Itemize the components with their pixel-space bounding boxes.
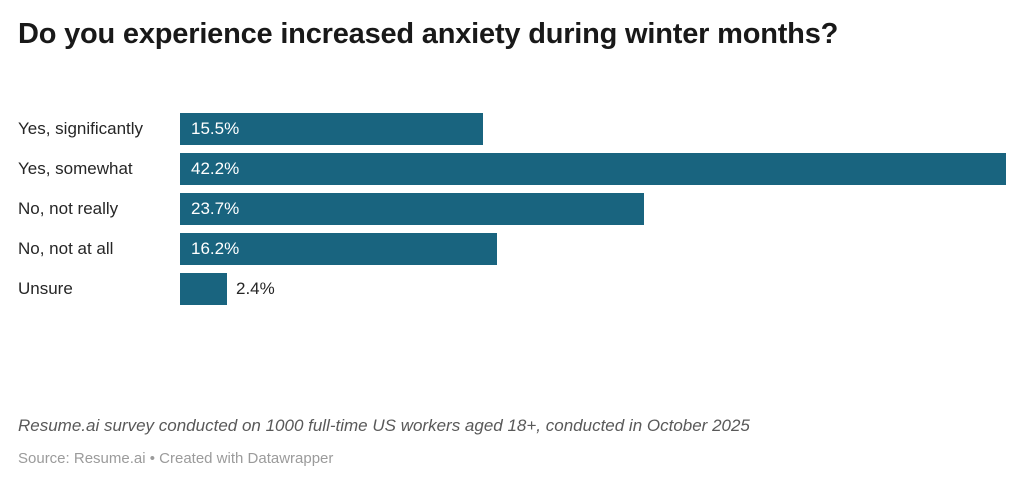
bar-value-label: 15.5% — [191, 119, 240, 138]
category-label: No, not at all — [18, 239, 114, 258]
category-label: Unsure — [18, 279, 73, 298]
bar-track: 16.2% — [180, 233, 1006, 265]
bar-row: No, not really 23.7% — [0, 193, 1024, 225]
bar-track: 15.5% — [180, 113, 1006, 145]
bar-track: 2.4% — [180, 273, 1006, 305]
bar-value-label: 2.4% — [236, 279, 275, 298]
chart-title: Do you experience increased anxiety duri… — [18, 18, 839, 50]
chart-footnote: Resume.ai survey conducted on 1000 full-… — [18, 416, 750, 435]
bar-row: Yes, somewhat 42.2% — [0, 153, 1024, 185]
category-label: Yes, somewhat — [18, 159, 133, 178]
category-label: Yes, significantly — [18, 119, 144, 138]
bar-fill: 15.5% — [180, 113, 483, 145]
bar-row: Unsure 2.4% — [0, 273, 1024, 305]
bar-value-label: 42.2% — [191, 159, 240, 178]
bar-fill: 23.7% — [180, 193, 644, 225]
bar-value-label: 16.2% — [191, 239, 240, 258]
bar-rows: Yes, significantly 15.5% Yes, somewhat 42.2… — [0, 113, 1024, 313]
bar-row: No, not at all 16.2% — [0, 233, 1024, 265]
bar-fill — [180, 273, 227, 305]
chart-source: Source: Resume.ai • Created with Datawra… — [18, 450, 334, 467]
category-label: No, not really — [18, 199, 119, 218]
bar-row: Yes, significantly 15.5% — [0, 113, 1024, 145]
bar-fill: 42.2% — [180, 153, 1006, 185]
bar-track: 23.7% — [180, 193, 1006, 225]
bar-track: 42.2% — [180, 153, 1006, 185]
bar-fill: 16.2% — [180, 233, 497, 265]
bar-value-label: 23.7% — [191, 199, 240, 218]
